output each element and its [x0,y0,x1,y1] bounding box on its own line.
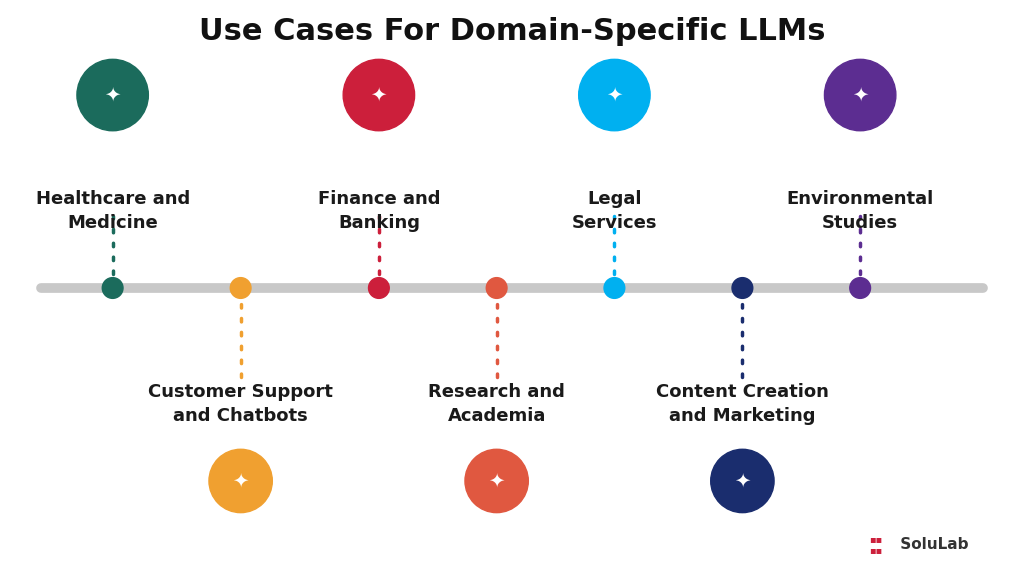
Text: Customer Support
and Chatbots: Customer Support and Chatbots [148,383,333,425]
Ellipse shape [579,59,650,131]
Text: ✦: ✦ [232,472,249,490]
Ellipse shape [486,278,507,298]
Text: Use Cases For Domain-Specific LLMs: Use Cases For Domain-Specific LLMs [199,17,825,46]
Text: Legal
Services: Legal Services [571,190,657,232]
Text: ✦: ✦ [734,472,751,490]
Ellipse shape [230,278,251,298]
Text: SoluLab: SoluLab [895,537,969,552]
Text: Research and
Academia: Research and Academia [428,383,565,425]
Ellipse shape [711,449,774,513]
Text: ✦: ✦ [104,86,121,104]
Text: ✦: ✦ [371,86,387,104]
Text: ✦: ✦ [852,86,868,104]
Text: ▪▪
▪▪: ▪▪ ▪▪ [869,533,882,555]
Ellipse shape [209,449,272,513]
Ellipse shape [343,59,415,131]
Ellipse shape [732,278,753,298]
Ellipse shape [369,278,389,298]
Text: ✦: ✦ [606,86,623,104]
Text: ✦: ✦ [488,472,505,490]
Ellipse shape [465,449,528,513]
Ellipse shape [604,278,625,298]
Ellipse shape [102,278,123,298]
Text: Finance and
Banking: Finance and Banking [317,190,440,232]
Ellipse shape [77,59,148,131]
Text: Content Creation
and Marketing: Content Creation and Marketing [656,383,828,425]
Text: Environmental
Studies: Environmental Studies [786,190,934,232]
Text: Healthcare and
Medicine: Healthcare and Medicine [36,190,189,232]
Ellipse shape [850,278,870,298]
Ellipse shape [824,59,896,131]
